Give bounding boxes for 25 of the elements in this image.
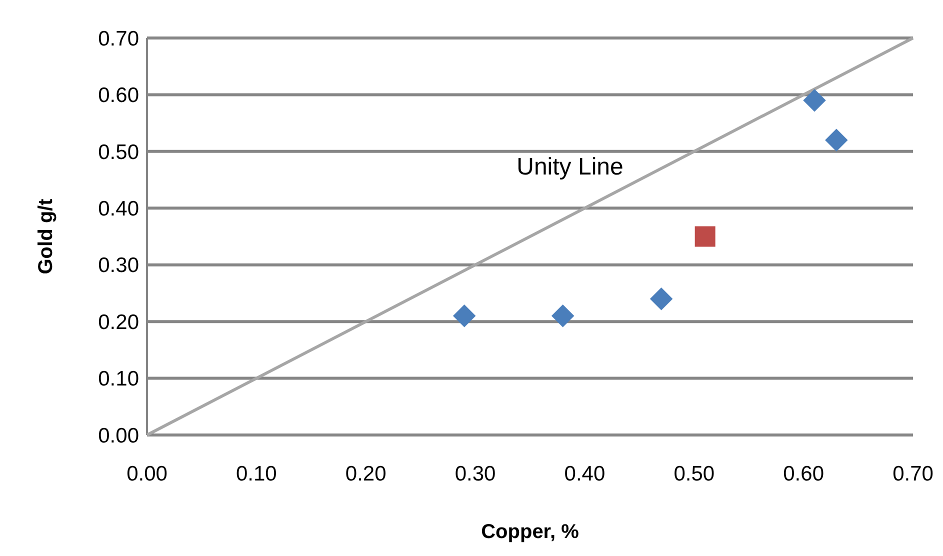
y-tick-label: 0.00: [98, 424, 139, 448]
y-tick-label: 0.20: [98, 310, 139, 334]
y-tick-label: 0.60: [98, 84, 139, 108]
point: [452, 304, 476, 328]
point: [694, 226, 716, 247]
annotation: Unity Line: [516, 153, 624, 180]
x-tick-label: 0.20: [345, 462, 386, 486]
y-tick-label: 0.30: [98, 254, 139, 278]
y-tick-label: 0.40: [98, 197, 139, 220]
x-tick-label: 0.30: [454, 462, 496, 486]
y-tick-label: 0.70: [98, 27, 139, 50]
x-tick-label: 0.50: [674, 462, 715, 486]
point: [650, 288, 673, 310]
point: [803, 89, 826, 112]
y-axis-title: Gold g/t: [35, 198, 57, 274]
point: [825, 128, 848, 152]
x-tick-label: 0.70: [892, 462, 934, 486]
x-tick-label: 0.10: [236, 462, 277, 486]
y-tick-label: 0.50: [98, 140, 139, 164]
x-axis-title: Copper, %: [481, 521, 580, 543]
x-tick-label: 0.40: [564, 462, 606, 486]
point: [551, 304, 574, 328]
x-tick-label: 0.60: [783, 462, 824, 486]
x-tick-label: 0.00: [126, 462, 168, 486]
y-tick-label: 0.10: [98, 368, 139, 391]
